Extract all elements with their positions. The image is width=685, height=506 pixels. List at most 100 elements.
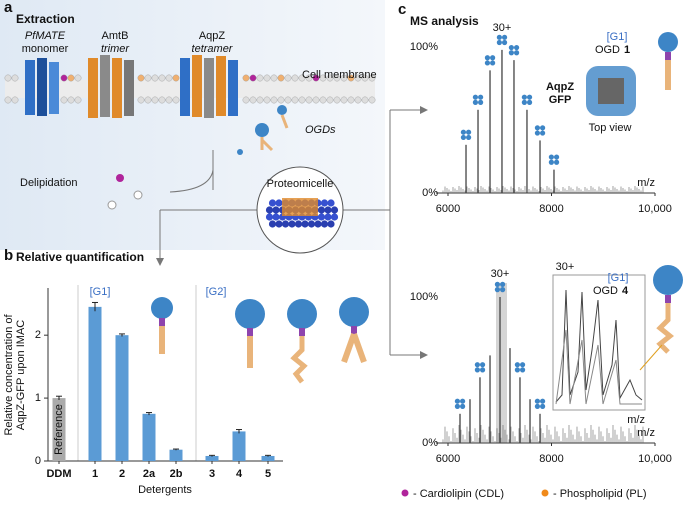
complex-icon [460,129,467,135]
lipid-head [165,96,173,104]
micelle-bead [324,213,332,221]
lipid-head [291,74,299,82]
group: [G1] [608,272,629,284]
complex-icon [472,94,479,100]
protein-name: AmtB [102,30,129,42]
micelle-bead [265,213,274,221]
membrane-label: Cell membrane [302,69,377,81]
x-tick-label: 4 [236,468,243,480]
lipid-head [158,74,166,82]
y-tick-label: 100% [410,41,438,53]
x-tick-label: DDM [46,468,71,480]
micelle-bead [330,206,339,214]
lipid-head [256,96,264,104]
lipid-head [354,96,362,104]
y-axis-label: Relative concentration of [3,314,15,436]
complex-icon [526,99,533,105]
lipid-head [249,74,257,82]
complex-icon [460,134,467,141]
x-tick-label: 3 [209,468,215,480]
bar [88,306,102,461]
complex-icon [508,44,514,51]
ogd-icon [639,265,683,371]
lipid-head [60,96,68,104]
micelle-bead [272,213,280,221]
complex-icon [540,398,546,404]
complex-icon [534,125,541,131]
lipid-head [354,74,362,82]
lipid-head [291,96,299,104]
micelle-bead [327,199,335,207]
bar [169,449,183,461]
ogds-label: OGDs [305,124,336,136]
connector [389,109,425,356]
lipid-head [319,74,327,82]
x-tick-label: 10,000 [638,203,672,215]
complex-icon [534,130,541,136]
bar [52,398,66,461]
micelle-bead [314,220,322,228]
x-axis-label: m/z [637,427,655,439]
lipid-head [165,74,173,82]
complex-icon [484,60,491,66]
lipids [4,74,376,104]
x-tick-label: 2 [119,468,125,480]
micelle-bead [288,220,296,228]
lipid-head [67,96,75,104]
y-tick-label: 2 [35,329,41,341]
bar [115,335,129,461]
lipid-head [60,74,68,82]
complex-icon [513,50,520,56]
complex-icon [501,34,508,40]
panel-label: c [398,1,406,18]
lipid-head [137,74,145,82]
lipid-head [144,74,152,82]
complex-icon [548,154,554,160]
complex-icon [474,362,480,368]
complex-icon [500,287,506,293]
protein: AqpZ [546,81,574,93]
lipid-head [4,96,12,104]
micelle-bead [324,206,332,214]
ogd: OGD [595,44,620,56]
complex-icon [540,125,546,131]
lipid-head [305,74,313,82]
lipid-head [67,74,75,82]
protein-name: AqpZ [199,30,226,42]
complex-icon [496,34,502,40]
lipid-head [172,96,180,104]
bar [205,455,219,461]
ogd-icons [237,105,289,155]
ogd: OGD [593,285,618,297]
complex-icon [460,398,466,404]
complex-icon [521,99,527,105]
complex-icon [540,130,546,136]
micelle-bead [320,199,329,207]
lipid-head [361,96,369,104]
lipid-head [368,74,376,82]
inset-axis: m/z [627,414,645,426]
lipid-head [263,74,271,82]
x-tick-label: 8000 [539,453,563,465]
ogd-icon [658,32,678,90]
legend-swatch [541,489,549,497]
group: [G1] [607,31,628,43]
lipid-head [158,96,166,104]
y-tick-label: 0% [422,187,438,199]
complex-icon [454,403,461,409]
micelle-protein [282,198,318,216]
protein-state: tetramer [192,43,234,55]
y-tick-label: 1 [35,392,41,404]
proteomicelle-label: Proteomicelle [267,178,334,190]
group-label: [G2] [206,286,227,298]
lipid-head [333,96,341,104]
complex-icon [500,281,506,287]
bar [232,431,246,461]
complex-icon [474,367,480,373]
x-axis-label: Detergents [138,484,192,496]
lipid-head [298,96,306,104]
y-tick-label: 0 [35,455,41,467]
complex-icon [534,403,541,409]
complex-icon [508,50,514,56]
legend-swatch [401,489,409,497]
